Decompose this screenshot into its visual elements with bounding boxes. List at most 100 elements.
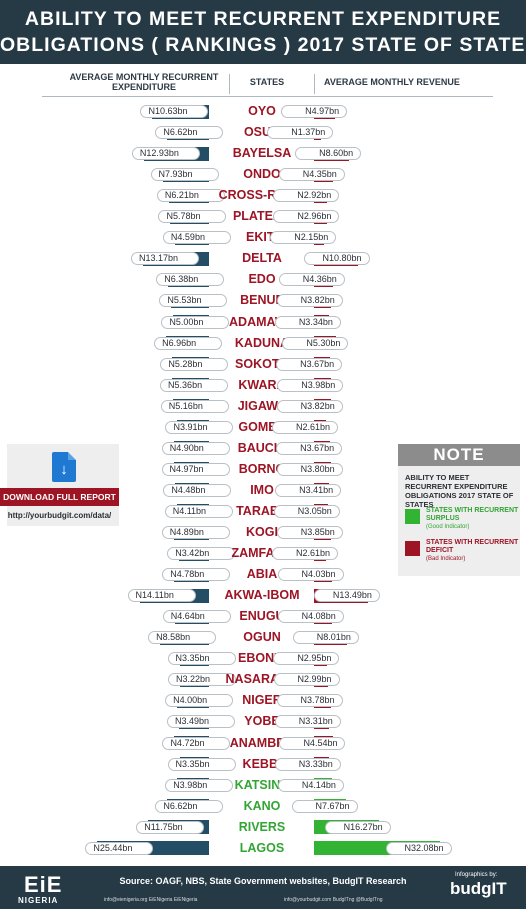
revenue-value-label: N4.14bn (277, 778, 344, 792)
expenditure-value-label: N4.97bn (161, 462, 230, 476)
deficit-legend-sub: (Bad Indicator) (426, 556, 466, 562)
expenditure-value-label: N5.28bn (160, 357, 229, 371)
revenue-value-label: N2.95bn (273, 652, 340, 666)
state-name: EKITI (246, 230, 278, 245)
expenditure-value-label: N3.35bn (167, 757, 236, 771)
state-name: BORNO (238, 461, 286, 476)
expenditure-value-label: N14.11bn (127, 589, 196, 603)
revenue-value-label: N4.03bn (277, 568, 344, 582)
expenditure-value-label: N25.44bn (85, 841, 154, 855)
expenditure-value-label: N8.58bn (148, 631, 217, 645)
note-panel: NOTE ABILITY TO MEET RECURRENT EXPENDITU… (398, 444, 520, 576)
header-banner: ABILITY TO MEET RECURRENT EXPENDITURE OB… (0, 0, 526, 64)
revenue-value-label: N2.99bn (273, 673, 340, 687)
column-header-revenue: AVERAGE MONTHLY REVENUE (324, 77, 460, 87)
surplus-legend-label: STATES WITH RECURRENT SURPLUS (426, 507, 519, 522)
eie-contacts[interactable]: info@eienigeria.org EiENigeria EiENigeri… (104, 897, 198, 903)
expenditure-value-label: N5.16bn (160, 399, 229, 413)
surplus-swatch (405, 509, 420, 524)
revenue-value-label: N4.36bn (278, 273, 345, 287)
expenditure-value-label: N4.59bn (162, 231, 231, 245)
budgit-contacts[interactable]: info@yourbudgit.com BudgITng @BudgITng (284, 897, 383, 903)
revenue-value-label: N1.37bn (267, 126, 334, 140)
expenditure-value-label: N5.53bn (159, 294, 228, 308)
revenue-value-label: N7.67bn (291, 799, 358, 813)
state-name: IMO (250, 482, 274, 497)
note-title: NOTE (398, 444, 520, 466)
expenditure-value-label: N11.75bn (136, 820, 205, 834)
revenue-value-label: N3.67bn (276, 441, 343, 455)
revenue-value-label: N3.85bn (276, 526, 343, 539)
download-url-link[interactable]: http://yourbudgit.com/data/ (7, 511, 112, 520)
state-name: BAYELSA (232, 146, 292, 161)
state-name: YOBE (244, 714, 280, 729)
revenue-value-label: N3.80bn (276, 462, 343, 476)
state-name: ENUGU (239, 609, 285, 624)
revenue-value-label: N3.41bn (275, 483, 342, 497)
revenue-value-label: N4.08bn (277, 610, 344, 624)
expenditure-value-label: N4.72bn (162, 736, 231, 750)
state-name: KADUNA (234, 335, 290, 350)
state-name: SOKOTO (235, 356, 289, 371)
expenditure-value-label: N4.89bn (161, 526, 230, 539)
state-name: KOGI (246, 525, 278, 539)
expenditure-value-label: N4.90bn (161, 441, 230, 455)
state-name: OGUN (243, 630, 281, 645)
state-name: BENUE (240, 293, 284, 308)
deficit-legend: STATES WITH RECURRENT DEFICIT (Bad Indic… (426, 539, 520, 563)
eie-logo: EiE (24, 872, 63, 897)
expenditure-value-label: N5.78bn (158, 210, 227, 224)
state-name: LAGOS (239, 840, 285, 855)
revenue-value-label: N4.54bn (279, 736, 346, 750)
download-document-icon[interactable]: ↓ (52, 452, 76, 482)
state-name: KANO (243, 798, 281, 813)
expenditure-value-label: N4.00bn (165, 694, 234, 708)
revenue-value-label: N3.33bn (274, 757, 341, 771)
eie-logo-text: NIGERIA (18, 896, 59, 905)
header-divider (42, 96, 493, 97)
column-divider (229, 74, 230, 94)
column-divider (314, 74, 315, 94)
expenditure-value-label: N3.42bn (167, 547, 236, 561)
expenditure-value-label: N12.93bn (131, 147, 200, 161)
expenditure-value-label: N6.62bn (155, 799, 224, 813)
state-name: OYO (248, 104, 276, 118)
download-report-button[interactable]: DOWNLOAD FULL REPORT (0, 488, 119, 506)
revenue-value-label: N2.92bn (273, 189, 340, 203)
state-name: ONDO (243, 167, 281, 182)
expenditure-value-label: N6.38bn (156, 273, 225, 287)
expenditure-value-label: N3.22bn (168, 673, 237, 687)
state-name: AKWA-IBOM (224, 588, 300, 603)
revenue-value-label: N3.05bn (273, 504, 340, 518)
expenditure-value-label: N6.96bn (154, 336, 223, 350)
source-note: Source: OAGF, NBS, State Government webs… (119, 876, 407, 886)
expenditure-value-label: N10.63bn (140, 105, 209, 118)
revenue-value-label: N3.82bn (276, 294, 343, 308)
revenue-value-label: N4.97bn (281, 105, 348, 118)
expenditure-value-label: N4.78bn (162, 568, 231, 582)
revenue-value-label: N8.01bn (292, 631, 359, 645)
download-panel[interactable]: ↓ (7, 444, 119, 526)
expenditure-value-label: N3.91bn (165, 420, 234, 434)
surplus-legend-sub: (Good Indicator) (426, 524, 470, 530)
budgit-logo: budgIT (450, 879, 507, 898)
state-name: DELTA (242, 251, 282, 266)
column-header-expenditure: AVERAGE MONTHLY RECURRENT EXPENDITURE (69, 72, 219, 92)
state-name: KATSINA (234, 777, 290, 792)
revenue-value-label: N32.08bn (385, 841, 452, 855)
state-name: KEBBI (242, 756, 282, 771)
state-name: KWARA (238, 377, 286, 392)
expenditure-value-label: N6.62bn (155, 126, 224, 140)
expenditure-value-label: N3.35bn (167, 652, 236, 666)
deficit-legend-label: STATES WITH RECURRENT DEFICIT (426, 539, 519, 554)
revenue-value-label: N2.61bn (272, 547, 339, 561)
revenue-value-label: N3.34bn (274, 315, 341, 329)
expenditure-value-label: N4.11bn (164, 504, 233, 518)
expenditure-value-label: N7.93bn (150, 168, 219, 182)
note-text: ABILITY TO MEET RECURRENT EXPENDITURE OB… (405, 473, 514, 509)
state-name: EDO (248, 272, 276, 287)
expenditure-value-label: N5.00bn (161, 315, 230, 329)
revenue-value-label: N2.96bn (273, 210, 340, 224)
page-title-line-2: OBLIGATIONS ( RANKINGS ) 2017 STATE OF S… (0, 34, 526, 56)
